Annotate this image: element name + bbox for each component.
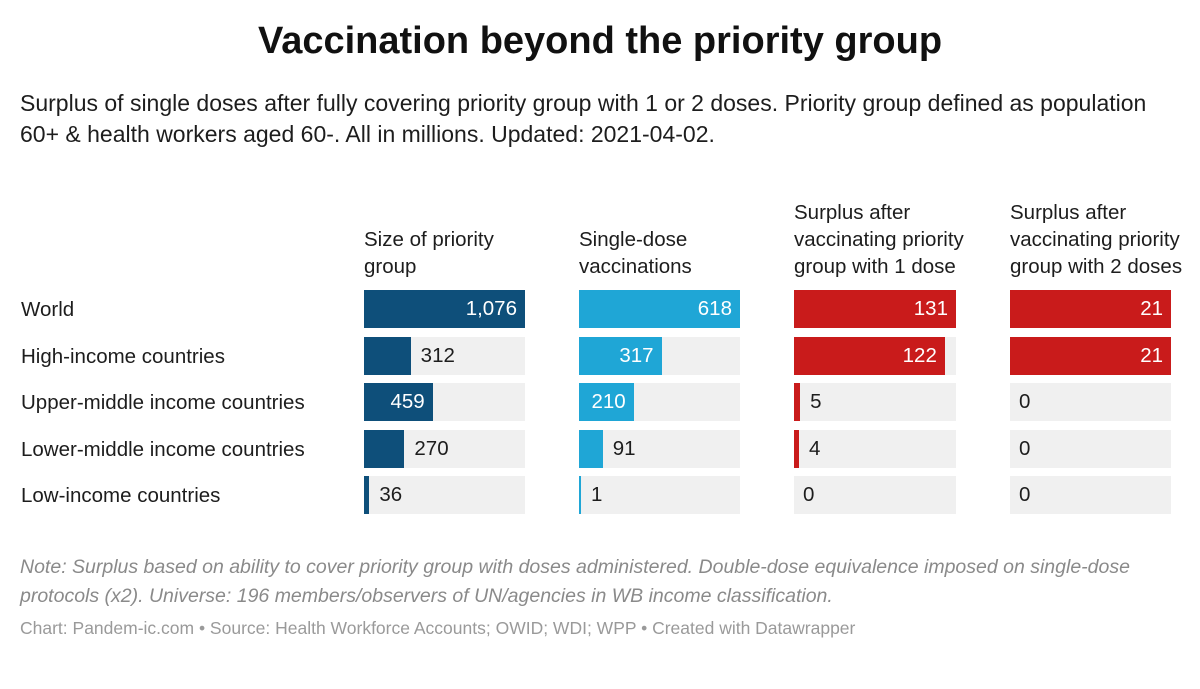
bar	[364, 290, 525, 328]
column-header-text: Surplus after vaccinating priority group…	[794, 201, 964, 278]
data-label: 0	[1019, 483, 1031, 506]
bar	[364, 337, 411, 375]
bar-track: 21	[1010, 337, 1171, 375]
data-label: 5	[810, 390, 822, 413]
bar-track: 0	[794, 476, 956, 514]
bar	[364, 430, 405, 468]
bar-track: 131	[794, 290, 956, 328]
data-label: 131	[913, 297, 948, 320]
bar	[579, 337, 662, 375]
bar	[579, 430, 603, 468]
data-label: 0	[1019, 437, 1031, 460]
column-header-text: Size of priority group	[364, 228, 494, 278]
bar	[579, 476, 581, 514]
bar-track: 0	[1010, 383, 1171, 421]
data-label: 210	[591, 390, 626, 413]
bar-track: 1	[579, 476, 740, 514]
data-label: 1	[591, 483, 603, 506]
data-label: 21	[1140, 297, 1163, 320]
bar	[579, 383, 634, 421]
data-label: 36	[379, 483, 403, 506]
column-header-4: Surplus after vaccinating priority group…	[1010, 170, 1185, 280]
bar	[794, 337, 945, 375]
chart-title: Vaccination beyond the priority group	[257, 20, 943, 62]
bar-track: 91	[579, 430, 740, 468]
bar	[1010, 290, 1171, 328]
chart-note: Note: Surplus based on ability to cover …	[20, 556, 1130, 607]
data-label: 270	[414, 437, 449, 460]
bar	[794, 383, 801, 421]
data-label: 312	[420, 344, 455, 367]
bar-track: 1,076	[364, 290, 525, 328]
bar-track: 312	[364, 337, 525, 375]
column-header-text: Surplus after vaccinating priority group…	[1010, 201, 1183, 278]
bar-track: 0	[1010, 430, 1171, 468]
chart-subtitle: Surplus of single doses after fully cove…	[20, 90, 1147, 147]
bar-track: 0	[1010, 476, 1171, 514]
bar-track: 210	[579, 383, 740, 421]
data-label: 4	[808, 437, 821, 460]
data-label: 0	[803, 483, 815, 506]
row-label: Upper-middle income countries	[21, 391, 305, 414]
data-label: 122	[902, 344, 937, 367]
row-label: Low-income countries	[21, 484, 221, 507]
bar	[1010, 337, 1171, 375]
bar-track: 459	[364, 383, 525, 421]
data-label: 21	[1140, 344, 1163, 367]
bar-track: 122	[794, 337, 956, 375]
row-label: World	[21, 298, 75, 321]
bar-track: 270	[364, 430, 525, 468]
data-label: 459	[390, 390, 425, 413]
bar-track: 317	[579, 337, 740, 375]
chart-credit: Chart: Pandem-ic.com • Source: Health Wo…	[20, 618, 856, 638]
bar	[364, 476, 370, 514]
data-label: 618	[697, 297, 732, 320]
data-label: 1,076	[465, 297, 517, 320]
bar	[794, 290, 956, 328]
data-label: 0	[1019, 390, 1031, 413]
bar-track: 618	[579, 290, 740, 328]
data-label: 91	[612, 437, 636, 460]
column-header-2: Single-dose vaccinations	[579, 170, 759, 280]
row-label: Lower-middle income countries	[21, 438, 305, 461]
data-label: 317	[619, 344, 654, 367]
bar	[579, 290, 740, 328]
bar	[364, 383, 433, 421]
column-header-3: Surplus after vaccinating priority group…	[794, 170, 969, 280]
bar-track: 4	[794, 430, 956, 468]
column-header-1: Size of priority group	[364, 170, 544, 280]
row-label: High-income countries	[21, 345, 225, 368]
bar-track: 21	[1010, 290, 1171, 328]
bar-track: 5	[794, 383, 956, 421]
bar-track: 36	[364, 476, 525, 514]
column-header-text: Single-dose vaccinations	[579, 228, 692, 278]
bar	[794, 430, 799, 468]
